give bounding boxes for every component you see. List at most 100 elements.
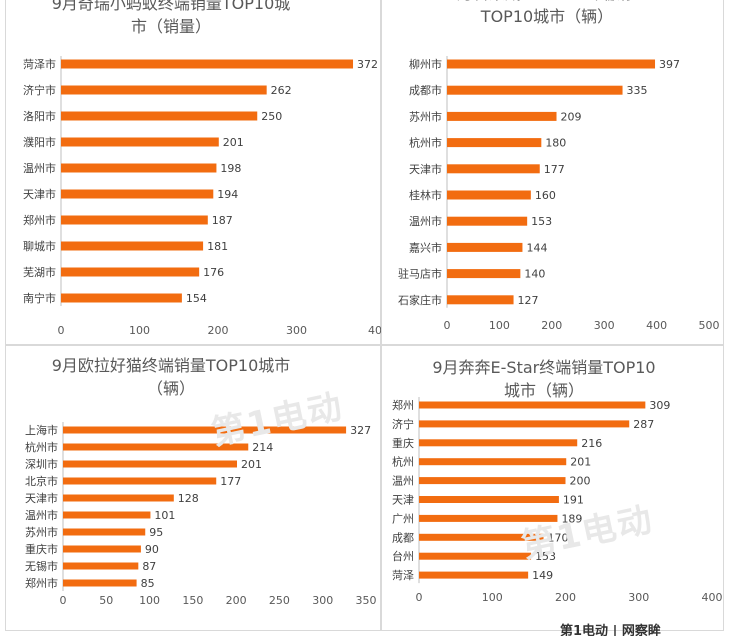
x-tick-label: 100	[482, 591, 503, 604]
value-label: 95	[149, 526, 163, 539]
x-tick-label: 400	[646, 319, 667, 332]
category-label: 重庆市	[25, 542, 58, 556]
category-label: 重庆	[392, 436, 414, 450]
value-label: 149	[532, 569, 553, 582]
category-label: 南宁市	[23, 291, 56, 305]
bar	[61, 111, 258, 121]
bar	[63, 494, 174, 502]
x-tick-label: 350	[356, 594, 377, 607]
category-label: 温州市	[409, 214, 442, 228]
category-label: 上海市	[25, 423, 58, 437]
bar	[63, 443, 249, 451]
category-label: 天津市	[23, 187, 56, 201]
value-label: 327	[350, 424, 371, 437]
chart-title-line: TOP10城市（辆）	[480, 7, 613, 26]
category-label: 温州	[392, 475, 414, 488]
x-tick-label: 100	[489, 319, 510, 332]
category-label: 柳州市	[409, 57, 442, 71]
value-label: 287	[633, 418, 654, 431]
chart-panel-benben-estar: 9月奔奔E-Star终端销量TOP10 城市（辆） 郑州 309 济宁 287 重庆 216 杭…	[381, 345, 724, 631]
value-label: 194	[217, 188, 238, 201]
category-label: 成都市	[409, 83, 442, 97]
value-label: 198	[220, 162, 241, 175]
value-label: 180	[545, 137, 566, 150]
bar	[447, 138, 542, 148]
value-label: 216	[581, 437, 602, 450]
x-tick-label: 200	[555, 591, 576, 604]
bar	[447, 190, 531, 200]
bar	[63, 545, 141, 553]
category-label: 濮阳市	[23, 135, 56, 149]
chart-panel-clever: 9月科莱威CLEVER终端销量 TOP10城市（辆） 柳州市 397 成都市 335 苏州市…	[381, 0, 724, 345]
bar	[61, 163, 217, 173]
bar	[447, 85, 623, 95]
bar	[61, 293, 182, 303]
category-label: 嘉兴市	[409, 240, 442, 254]
category-label: 台州	[392, 549, 414, 563]
value-label: 85	[141, 577, 155, 590]
value-label: 153	[531, 215, 552, 228]
x-tick-label: 0	[444, 319, 451, 332]
value-label: 153	[535, 550, 556, 563]
value-label: 160	[535, 189, 556, 202]
category-label: 郑州市	[25, 576, 58, 590]
bar	[419, 514, 558, 522]
bar	[63, 562, 139, 570]
bar	[61, 189, 214, 199]
value-label: 101	[154, 509, 175, 522]
x-tick-label: 0	[58, 324, 65, 337]
x-tick-label: 100	[139, 594, 160, 607]
bar	[447, 164, 540, 174]
value-label: 201	[241, 458, 262, 471]
chart-title-line: 9月奔奔E-Star终端销量TOP10	[432, 358, 655, 377]
category-label: 济宁	[392, 417, 414, 431]
category-label: 洛阳市	[23, 109, 56, 123]
chart-svg-ora-goodcat: 9月欧拉好猫终端销量TOP10城市 （辆） 上海市 327 杭州市 214 深圳市 201 北京…	[25, 356, 377, 607]
category-label: 郑州市	[23, 213, 56, 227]
bar	[419, 420, 630, 428]
value-label: 177	[544, 163, 565, 176]
value-label: 309	[649, 399, 670, 412]
chart-svg-clever: 9月科莱威CLEVER终端销量 TOP10城市（辆） 柳州市 397 成都市 335 苏州市…	[398, 0, 720, 332]
bar	[63, 528, 146, 536]
x-tick-label: 300	[628, 591, 649, 604]
value-label: 372	[357, 58, 378, 71]
bar	[419, 552, 532, 560]
category-label: 杭州市	[409, 136, 442, 150]
category-label: 石家庄市	[398, 293, 442, 307]
bar	[63, 511, 151, 519]
chart-title-line: 城市（辆）	[504, 381, 584, 400]
chart-title-line: 9月奇瑞小蚂蚁终端销量TOP10城	[52, 0, 291, 13]
x-tick-label: 100	[129, 324, 150, 337]
value-label: 262	[271, 84, 292, 97]
value-label: 335	[627, 84, 648, 97]
value-label: 176	[203, 266, 224, 279]
bar	[63, 579, 137, 587]
category-label: 菏泽	[392, 569, 414, 582]
x-tick-label: 50	[99, 594, 113, 607]
x-tick-label: 200	[208, 324, 229, 337]
value-label: 250	[261, 110, 282, 123]
value-label: 177	[220, 475, 241, 488]
category-label: 天津市	[25, 491, 58, 505]
value-label: 191	[563, 494, 584, 507]
category-label: 驻马店市	[398, 267, 442, 281]
x-tick-label: 150	[182, 594, 203, 607]
category-label: 温州市	[25, 508, 58, 522]
category-label: 桂林市	[409, 188, 442, 202]
value-label: 187	[212, 214, 233, 227]
bar	[447, 269, 521, 279]
bar	[419, 496, 559, 503]
category-label: 天津市	[409, 162, 442, 176]
bar	[419, 401, 646, 409]
x-tick-label: 200	[226, 594, 247, 607]
bar	[419, 571, 529, 579]
value-label: 140	[524, 268, 545, 281]
bar	[63, 426, 347, 434]
bar	[419, 439, 578, 447]
bar	[419, 458, 567, 466]
value-label: 209	[561, 110, 582, 123]
bar	[61, 215, 208, 225]
category-label: 菏泽市	[23, 57, 56, 71]
